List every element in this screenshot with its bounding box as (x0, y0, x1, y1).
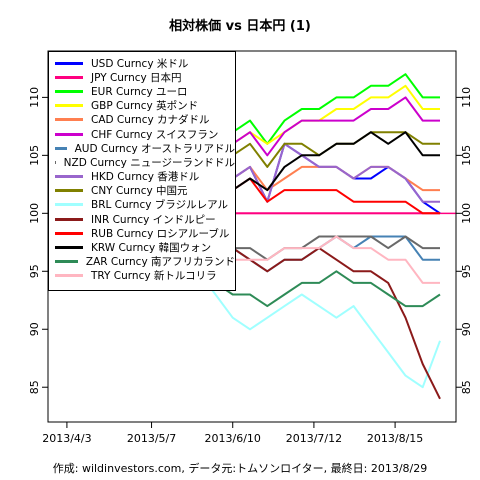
y-tick-label-right: 100 (460, 203, 473, 224)
legend-label: CNY Curncy 中国元 (91, 185, 188, 198)
legend-swatch (55, 89, 83, 93)
legend-label: NZD Curncy ニュージーランドドル (63, 156, 235, 169)
legend-label: TRY Curncy 新トルコリラ (91, 270, 217, 283)
legend-item: BRL Curncy ブラジルレアル (55, 198, 235, 212)
x-tick-label: 2013/4/3 (42, 432, 91, 445)
x-tick-label: 2013/5/7 (127, 432, 176, 445)
y-tick-label-left: 85 (28, 380, 41, 394)
legend-label: USD Curncy 米ドル (91, 57, 189, 70)
legend-swatch (55, 146, 67, 150)
x-tick-label: 2013/7/12 (286, 432, 342, 445)
y-tick-label-left: 105 (28, 145, 41, 166)
footer-caption: 作成: wildinvestors.com, データ元:トムソンロイター, 最終… (52, 462, 428, 475)
legend-swatch (55, 246, 83, 250)
legend-item: INR Curncy インドルピー (55, 212, 235, 226)
legend-swatch (55, 189, 83, 193)
y-tick-label-left: 95 (28, 264, 41, 278)
y-tick-label-right: 95 (460, 264, 473, 278)
legend-label: CHF Curncy スイスフラン (91, 128, 219, 141)
legend-swatch (55, 160, 56, 164)
legend-swatch (55, 217, 83, 221)
legend-label: ZAR Curncy 南アフリカランド (85, 256, 235, 269)
legend-swatch (55, 175, 83, 179)
legend-item: TRY Curncy 新トルコリラ (55, 269, 235, 283)
legend-swatch (55, 118, 83, 122)
legend-swatch (55, 260, 78, 264)
legend-item: NZD Curncy ニュージーランドドル (55, 155, 235, 169)
y-tick-label-left: 100 (28, 203, 41, 224)
legend-swatch (55, 231, 83, 235)
axes-layer: 85 85 90 90 95 95 100 100 105 105 110 110 2013/4/3 20… (28, 50, 473, 445)
x-tick-label: 2013/6/10 (205, 432, 261, 445)
legend-item: CHF Curncy スイスフラン (55, 127, 235, 141)
legend-label: AUD Curncy オーストラリアドル (74, 142, 235, 155)
legend-label: INR Curncy インドルピー (91, 213, 216, 226)
x-tick-label: 2013/8/15 (367, 432, 423, 445)
legend-label: GBP Curncy 英ポンド (91, 100, 199, 113)
legend-swatch (55, 203, 83, 207)
legend-swatch (55, 104, 83, 108)
y-tick-label-right: 105 (460, 145, 473, 166)
legend-item: ZAR Curncy 南アフリカランド (55, 255, 235, 269)
legend-item: AUD Curncy オーストラリアドル (55, 141, 235, 155)
legend-item: RUB Curncy ロシアルーブル (55, 226, 235, 240)
legend-item: USD Curncy 米ドル (55, 56, 235, 70)
legend-label: JPY Curncy 日本円 (91, 71, 182, 84)
y-tick-label-left: 110 (28, 87, 41, 108)
legend-item: GBP Curncy 英ポンド (55, 99, 235, 113)
legend-swatch (55, 274, 83, 278)
legend-label: CAD Curncy カナダドル (91, 114, 210, 127)
y-tick-label-right: 110 (460, 87, 473, 108)
y-tick-label-right: 85 (460, 380, 473, 394)
legend: USD Curncy 米ドル JPY Curncy 日本円 EUR Curncy ユ… (48, 51, 236, 291)
chart-title: 相対株価 vs 日本円 (1) (169, 19, 311, 34)
legend-label: KRW Curncy 韓国ウォン (91, 242, 212, 255)
legend-label: RUB Curncy ロシアルーブル (91, 227, 230, 240)
y-tick-label-right: 90 (460, 322, 473, 336)
legend-swatch (55, 132, 83, 136)
legend-item: EUR Curncy ユーロ (55, 84, 235, 98)
legend-label: EUR Curncy ユーロ (91, 85, 188, 98)
legend-label: HKD Curncy 香港ドル (91, 171, 200, 184)
legend-item: CAD Curncy カナダドル (55, 113, 235, 127)
legend-item: CNY Curncy 中国元 (55, 184, 235, 198)
legend-swatch (55, 61, 83, 65)
legend-item: HKD Curncy 香港ドル (55, 170, 235, 184)
legend-item: JPY Curncy 日本円 (55, 70, 235, 84)
legend-label: BRL Curncy ブラジルレアル (91, 199, 228, 212)
legend-item: KRW Curncy 韓国ウォン (55, 240, 235, 254)
legend-swatch (55, 75, 83, 79)
y-tick-label-left: 90 (28, 322, 41, 336)
